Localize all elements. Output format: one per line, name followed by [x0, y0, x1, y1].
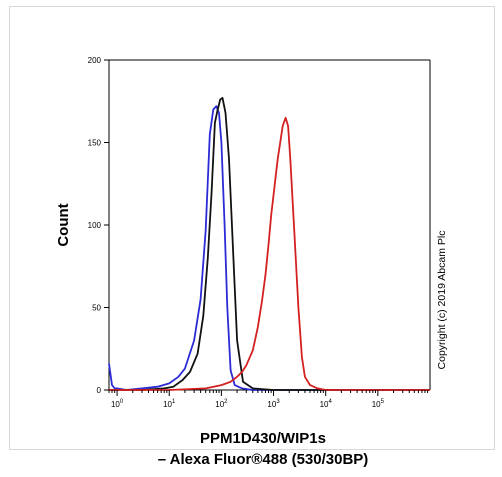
x-tick-label: 103: [267, 399, 280, 409]
y-ticks: 0 50 100 150 200: [88, 56, 109, 395]
y-tick-label: 100: [88, 221, 102, 230]
y-tick-label: 0: [97, 386, 102, 395]
x-axis-label-line2: – Alexa Fluor®488 (530/30BP): [158, 451, 369, 468]
y-tick-label: 200: [88, 56, 102, 65]
x-tick-label: 100: [111, 399, 124, 409]
y-tick-label: 150: [88, 139, 102, 148]
series-line-0: [108, 105, 430, 391]
x-ticks: 100 101 102 103 104 105: [108, 390, 429, 409]
chart-frame: [9, 6, 495, 450]
series-layer: [108, 97, 430, 391]
copyright-text: Copyright (c) 2019 Abcam Plc: [436, 231, 448, 370]
y-axis-label: Count: [55, 203, 72, 246]
series-line-1: [109, 97, 430, 391]
y-tick-label: 50: [92, 304, 101, 313]
x-tick-label: 101: [163, 399, 176, 409]
x-axis-label-line1: PPM1D430/WIP1s: [200, 430, 326, 447]
x-tick-label: 104: [320, 399, 333, 409]
plot-area: 0 50 100 150 200 100 101 102 103 104 105: [88, 56, 431, 409]
series-line-2: [109, 116, 430, 391]
x-tick-label: 105: [372, 399, 385, 409]
x-tick-label: 102: [215, 399, 228, 409]
